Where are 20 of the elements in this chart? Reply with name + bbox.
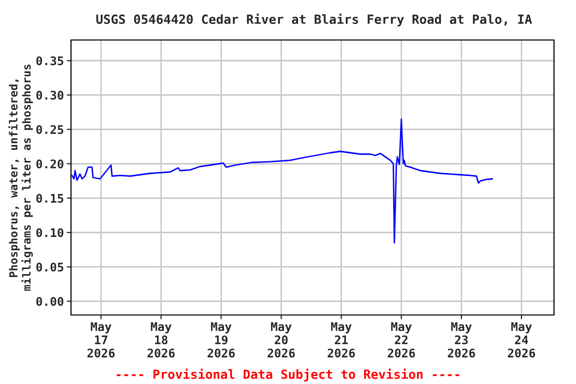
x-tick-label: May 22 2026 — [388, 322, 415, 358]
x-tick-label: May 18 2026 — [148, 322, 175, 358]
y-tick-label: 0.30 — [36, 90, 64, 100]
y-tick-label: 0.00 — [36, 296, 64, 306]
x-tick-label: May 23 2026 — [448, 322, 475, 358]
text: ---- Provisional Data Subject to Revision ---- — [116, 368, 460, 382]
x-tick-label: May 20 2026 — [268, 322, 295, 358]
y-tick-label: 0.25 — [36, 125, 64, 134]
y-axis-title: Phosphorus, water, unfiltered, milligrams per liter as phosphorus — [8, 64, 33, 291]
chart-title: USGS 05464420 Cedar River at Blairs Ferry Road at Palo, IA — [96, 14, 532, 26]
line-series — [71, 118, 494, 244]
y-tick-label: 0.35 — [36, 56, 64, 66]
x-tick-label: May 21 2026 — [328, 322, 355, 358]
x-tick-label: May 19 2026 — [208, 322, 235, 358]
y-tick-label: 0.20 — [36, 159, 64, 168]
y-tick-label: 0.05 — [36, 262, 64, 272]
x-tick-label: May 24 2026 — [508, 322, 536, 358]
y-tick-label: 0.15 — [36, 194, 64, 203]
y-tick-label: 0.10 — [36, 228, 64, 238]
x-tick-label: May 17 2026 — [87, 322, 115, 358]
